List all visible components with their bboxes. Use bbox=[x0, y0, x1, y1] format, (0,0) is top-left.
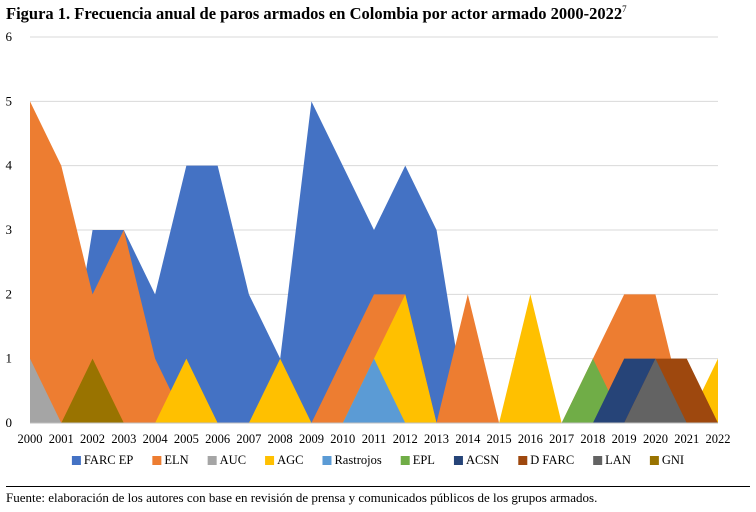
legend-label: GNI bbox=[662, 453, 684, 467]
x-tick-label: 2018 bbox=[580, 432, 605, 446]
x-tick-label: 2011 bbox=[362, 432, 387, 446]
x-tick-label: 2007 bbox=[236, 432, 261, 446]
x-tick-label: 2006 bbox=[205, 432, 230, 446]
y-tick-label: 6 bbox=[6, 29, 13, 44]
legend-item-auc: AUC bbox=[207, 453, 246, 467]
legend-label: ELN bbox=[164, 453, 188, 467]
legend-label: AGC bbox=[277, 453, 303, 467]
chart-title: Figura 1. Frecuencia anual de paros arma… bbox=[6, 4, 750, 24]
legend-label: LAN bbox=[605, 453, 631, 467]
x-tick-label: 2019 bbox=[612, 432, 637, 446]
x-tick-label: 2008 bbox=[268, 432, 293, 446]
y-tick-label: 4 bbox=[6, 158, 13, 173]
legend-item-rastrojos: Rastrojos bbox=[322, 453, 382, 467]
legend-swatch bbox=[400, 456, 410, 465]
area-agc bbox=[30, 294, 718, 423]
area-epl bbox=[30, 358, 718, 423]
legend-swatch bbox=[593, 456, 603, 465]
axes: 0 1 2 3 4 5 6 2000 2001 2002 2003 2004 2005 2006 2007 2… bbox=[6, 29, 731, 446]
area-rastrojos bbox=[30, 358, 718, 423]
legend-item-d-farc: D FARC bbox=[518, 453, 574, 467]
legend-label: EPL bbox=[413, 453, 435, 467]
x-tick-label: 2020 bbox=[643, 432, 668, 446]
x-tick-label: 2009 bbox=[299, 432, 324, 446]
legend-label: ACSN bbox=[466, 453, 499, 467]
y-tick-label: 2 bbox=[6, 286, 13, 301]
legend-label: D FARC bbox=[530, 453, 574, 467]
x-tick-label: 2010 bbox=[330, 432, 355, 446]
legend-item-gni: GNI bbox=[649, 453, 684, 467]
area-farc-ep bbox=[30, 101, 718, 423]
y-tick-label: 0 bbox=[6, 415, 13, 430]
x-tick-label: 2000 bbox=[18, 432, 43, 446]
legend: FARC EP ELN AUC AGC Rastrojos EPL ACSN D FARC LA… bbox=[71, 453, 684, 467]
y-tick-label: 5 bbox=[6, 93, 13, 108]
legend-item-eln: ELN bbox=[152, 453, 189, 467]
legend-label: Rastrojos bbox=[334, 453, 381, 467]
chart-canvas: 0 1 2 3 4 5 6 2000 2001 2002 2003 2004 2005 2006 2007 2… bbox=[6, 29, 731, 467]
x-tick-label: 2004 bbox=[143, 432, 169, 446]
legend-item-lan: LAN bbox=[593, 453, 631, 467]
legend-swatch bbox=[265, 456, 275, 465]
x-tick-label: 2021 bbox=[674, 432, 699, 446]
x-tick-label: 2012 bbox=[393, 432, 418, 446]
legend-item-agc: AGC bbox=[265, 453, 303, 467]
source-divider bbox=[6, 486, 750, 487]
footnote-marker: 7 bbox=[622, 4, 627, 14]
legend-swatch bbox=[152, 456, 162, 465]
x-tick-label: 2017 bbox=[549, 432, 574, 446]
legend-item-acsn: ACSN bbox=[453, 453, 499, 467]
x-tick-label: 2016 bbox=[518, 432, 543, 446]
x-tick-label: 2015 bbox=[487, 432, 512, 446]
legend-swatch bbox=[649, 456, 659, 465]
source-note: Fuente: elaboración de los autores con b… bbox=[6, 490, 598, 505]
area-lan bbox=[30, 358, 718, 423]
x-tick-label: 2005 bbox=[174, 432, 199, 446]
legend-label: FARC EP bbox=[84, 453, 133, 467]
legend-item-epl: EPL bbox=[400, 453, 435, 467]
legend-item-farc-ep: FARC EP bbox=[71, 453, 133, 467]
x-tick-label: 2001 bbox=[49, 432, 74, 446]
legend-label: AUC bbox=[220, 453, 246, 467]
chart-title-text: Figura 1. Frecuencia anual de paros arma… bbox=[6, 4, 623, 23]
x-tick-label: 2002 bbox=[80, 432, 105, 446]
legend-swatch bbox=[322, 456, 332, 465]
legend-swatch bbox=[453, 456, 463, 465]
legend-swatch bbox=[207, 456, 217, 465]
area-series bbox=[30, 101, 718, 423]
legend-swatch bbox=[518, 456, 528, 465]
legend-swatch bbox=[71, 456, 81, 465]
x-tick-label: 2013 bbox=[424, 432, 449, 446]
x-tick-label: 2022 bbox=[706, 432, 731, 446]
x-tick-label: 2014 bbox=[455, 432, 481, 446]
y-tick-label: 3 bbox=[6, 222, 13, 237]
area-gni bbox=[30, 358, 718, 423]
x-tick-label: 2003 bbox=[111, 432, 136, 446]
y-tick-label: 1 bbox=[6, 351, 13, 366]
